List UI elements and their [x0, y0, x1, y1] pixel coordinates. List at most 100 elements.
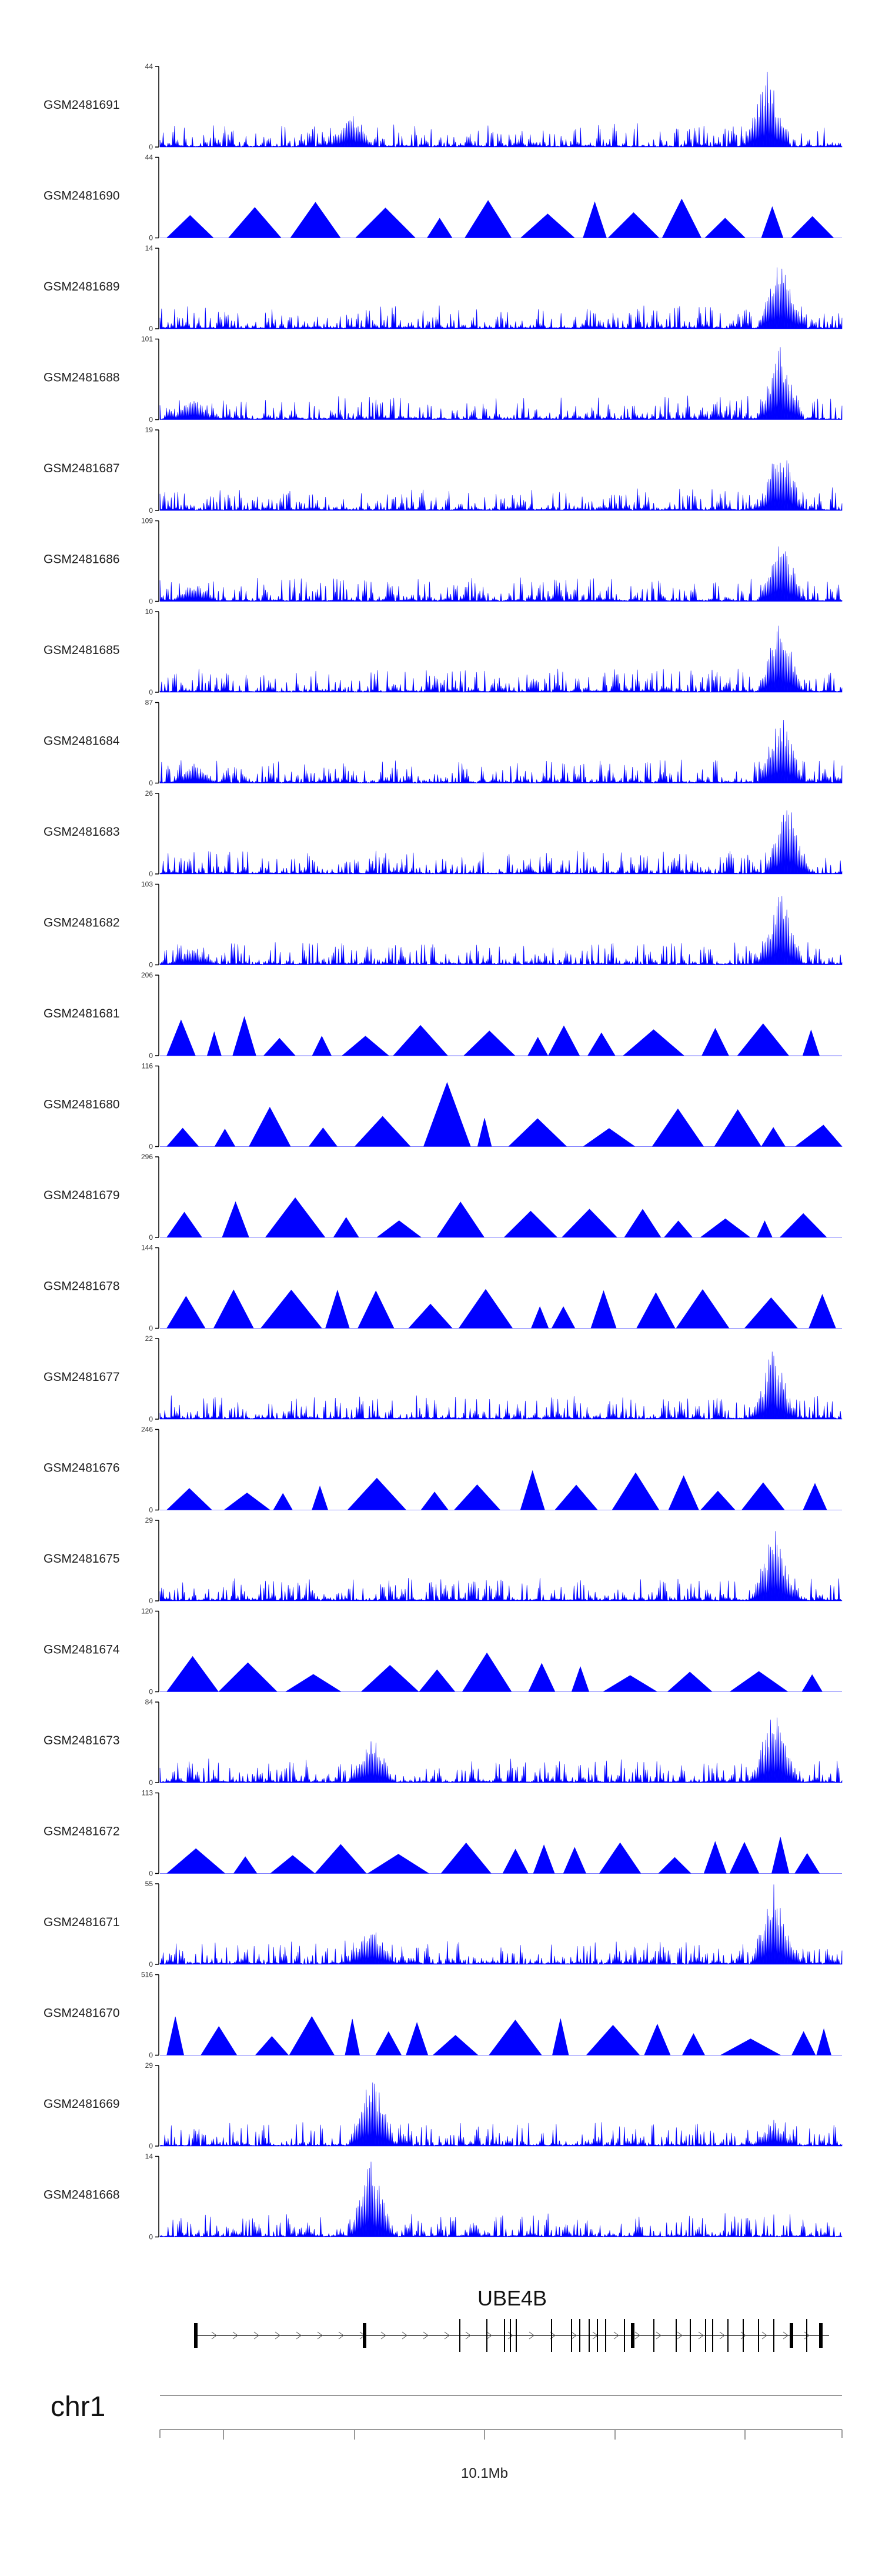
signal-area — [159, 625, 843, 693]
gene-exon — [597, 2319, 598, 2352]
track-GSM2481688: GSM2481688 101 0 — [44, 335, 843, 424]
track-label: GSM2481685 — [44, 643, 120, 657]
y-tick-label-zero: 0 — [149, 1688, 153, 1696]
track-GSM2481682: GSM2481682 103 0 — [44, 880, 843, 969]
signal-area — [159, 2082, 843, 2147]
y-tick-label-max: 144 — [141, 1244, 153, 1252]
gene-exon — [516, 2319, 517, 2352]
strand-arrow — [423, 2331, 429, 2340]
signal-area — [160, 1082, 843, 1147]
track-label: GSM2481676 — [44, 1461, 120, 1475]
track-GSM2481690: GSM2481690 44 0 — [44, 154, 842, 242]
y-tick-label-max: 120 — [141, 1607, 153, 1616]
signal-area — [160, 2016, 842, 2056]
track-GSM2481683: GSM2481683 26 0 — [44, 789, 843, 878]
signal-area — [159, 810, 843, 875]
track-label: GSM2481687 — [44, 462, 120, 475]
genomic-axis: 10.1Mb — [159, 2429, 843, 2481]
gene-exon — [571, 2319, 572, 2352]
track-label: GSM2481672 — [44, 1825, 120, 1838]
gene-exon — [727, 2319, 729, 2352]
y-tick-label-max: 206 — [141, 971, 153, 979]
track-label: GSM2481677 — [44, 1370, 120, 1384]
y-tick-label-zero: 0 — [149, 779, 153, 788]
track-GSM2481687: GSM2481687 19 0 — [44, 426, 843, 515]
strand-arrow — [211, 2331, 217, 2340]
track-label: GSM2481675 — [44, 1552, 120, 1566]
gene-exon — [758, 2319, 759, 2352]
strand-arrow — [719, 2331, 725, 2340]
y-tick-label-zero: 0 — [149, 325, 153, 333]
signal-area — [159, 2161, 843, 2237]
signal-area — [159, 267, 843, 329]
strand-arrow — [338, 2331, 344, 2340]
gene-exon — [819, 2323, 823, 2348]
gene-exon — [743, 2319, 744, 2352]
y-tick-label-max: 44 — [145, 154, 153, 162]
strand-arrow — [634, 2331, 640, 2340]
gene-exon — [653, 2319, 654, 2352]
y-tick-label-zero: 0 — [149, 688, 153, 696]
gene-exon — [194, 2323, 198, 2348]
y-tick-label-zero: 0 — [149, 143, 153, 151]
signal-tracks: GSM2481691440GSM2481690440GSM2481689140G… — [44, 62, 843, 2241]
track-label: GSM2481686 — [44, 553, 120, 566]
gene-exon — [589, 2319, 590, 2352]
y-tick-label-zero: 0 — [149, 416, 153, 424]
y-tick-label-zero: 0 — [149, 961, 153, 969]
signal-area — [160, 1016, 842, 1056]
track-GSM2481670: GSM2481670 516 0 — [44, 1971, 842, 2060]
strand-arrow — [656, 2331, 662, 2340]
track-label: GSM2481681 — [44, 1007, 120, 1020]
y-tick-label-max: 84 — [145, 1698, 153, 1706]
signal-area — [160, 1652, 842, 1692]
y-tick-label-zero: 0 — [149, 870, 153, 878]
signal-area — [159, 1531, 843, 1601]
y-tick-label-max: 19 — [145, 426, 153, 434]
gene-exon — [806, 2319, 807, 2352]
strand-arrow — [507, 2331, 513, 2340]
strand-arrow — [613, 2331, 619, 2340]
track-label: GSM2481689 — [44, 280, 120, 293]
track-GSM2481669: GSM2481669 29 0 — [44, 2061, 843, 2150]
strand-arrow — [232, 2331, 238, 2340]
signal-area — [159, 1717, 843, 1783]
y-tick-label-max: 87 — [145, 699, 153, 707]
y-tick-label-max: 109 — [141, 517, 153, 525]
strand-arrow — [275, 2331, 280, 2340]
track-GSM2481678: GSM2481678 144 0 — [44, 1244, 842, 1333]
gene-exon — [504, 2319, 505, 2352]
gene-exon — [486, 2319, 487, 2352]
gene-exon — [773, 2319, 774, 2352]
y-tick-label-max: 101 — [141, 335, 153, 343]
signal-area — [160, 1197, 842, 1238]
track-label: GSM2481688 — [44, 371, 120, 385]
track-GSM2481689: GSM2481689 14 0 — [44, 244, 843, 333]
track-GSM2481674: GSM2481674 120 0 — [44, 1607, 842, 1696]
signal-area — [159, 71, 843, 148]
y-tick-label-max: 10 — [145, 608, 153, 616]
signal-area — [159, 719, 843, 783]
signal-area — [160, 198, 842, 238]
track-GSM2481672: GSM2481672 113 0 — [44, 1789, 842, 1878]
signal-area — [160, 1470, 842, 1510]
track-label: GSM2481682 — [44, 916, 120, 930]
axis-position-label: 10.1Mb — [461, 2465, 508, 2481]
track-GSM2481677: GSM2481677 22 0 — [44, 1334, 843, 1423]
y-tick-label-zero: 0 — [149, 1324, 153, 1333]
track-GSM2481675: GSM2481675 29 0 — [44, 1516, 843, 1605]
track-label: GSM2481670 — [44, 2007, 120, 2020]
track-GSM2481681: GSM2481681 206 0 — [44, 971, 842, 1060]
y-tick-label-max: 516 — [141, 1971, 153, 1979]
track-GSM2481680: GSM2481680 116 0 — [44, 1062, 843, 1151]
track-label: GSM2481679 — [44, 1189, 120, 1202]
track-GSM2481676: GSM2481676 246 0 — [44, 1426, 842, 1514]
track-label: GSM2481669 — [44, 2097, 120, 2111]
gene-exon — [790, 2323, 793, 2348]
y-tick-label-zero: 0 — [149, 234, 153, 242]
strand-arrow — [783, 2331, 789, 2340]
track-label: GSM2481683 — [44, 825, 120, 839]
track-GSM2481668: GSM2481668 14 0 — [44, 2153, 843, 2241]
signal-area — [159, 546, 843, 602]
